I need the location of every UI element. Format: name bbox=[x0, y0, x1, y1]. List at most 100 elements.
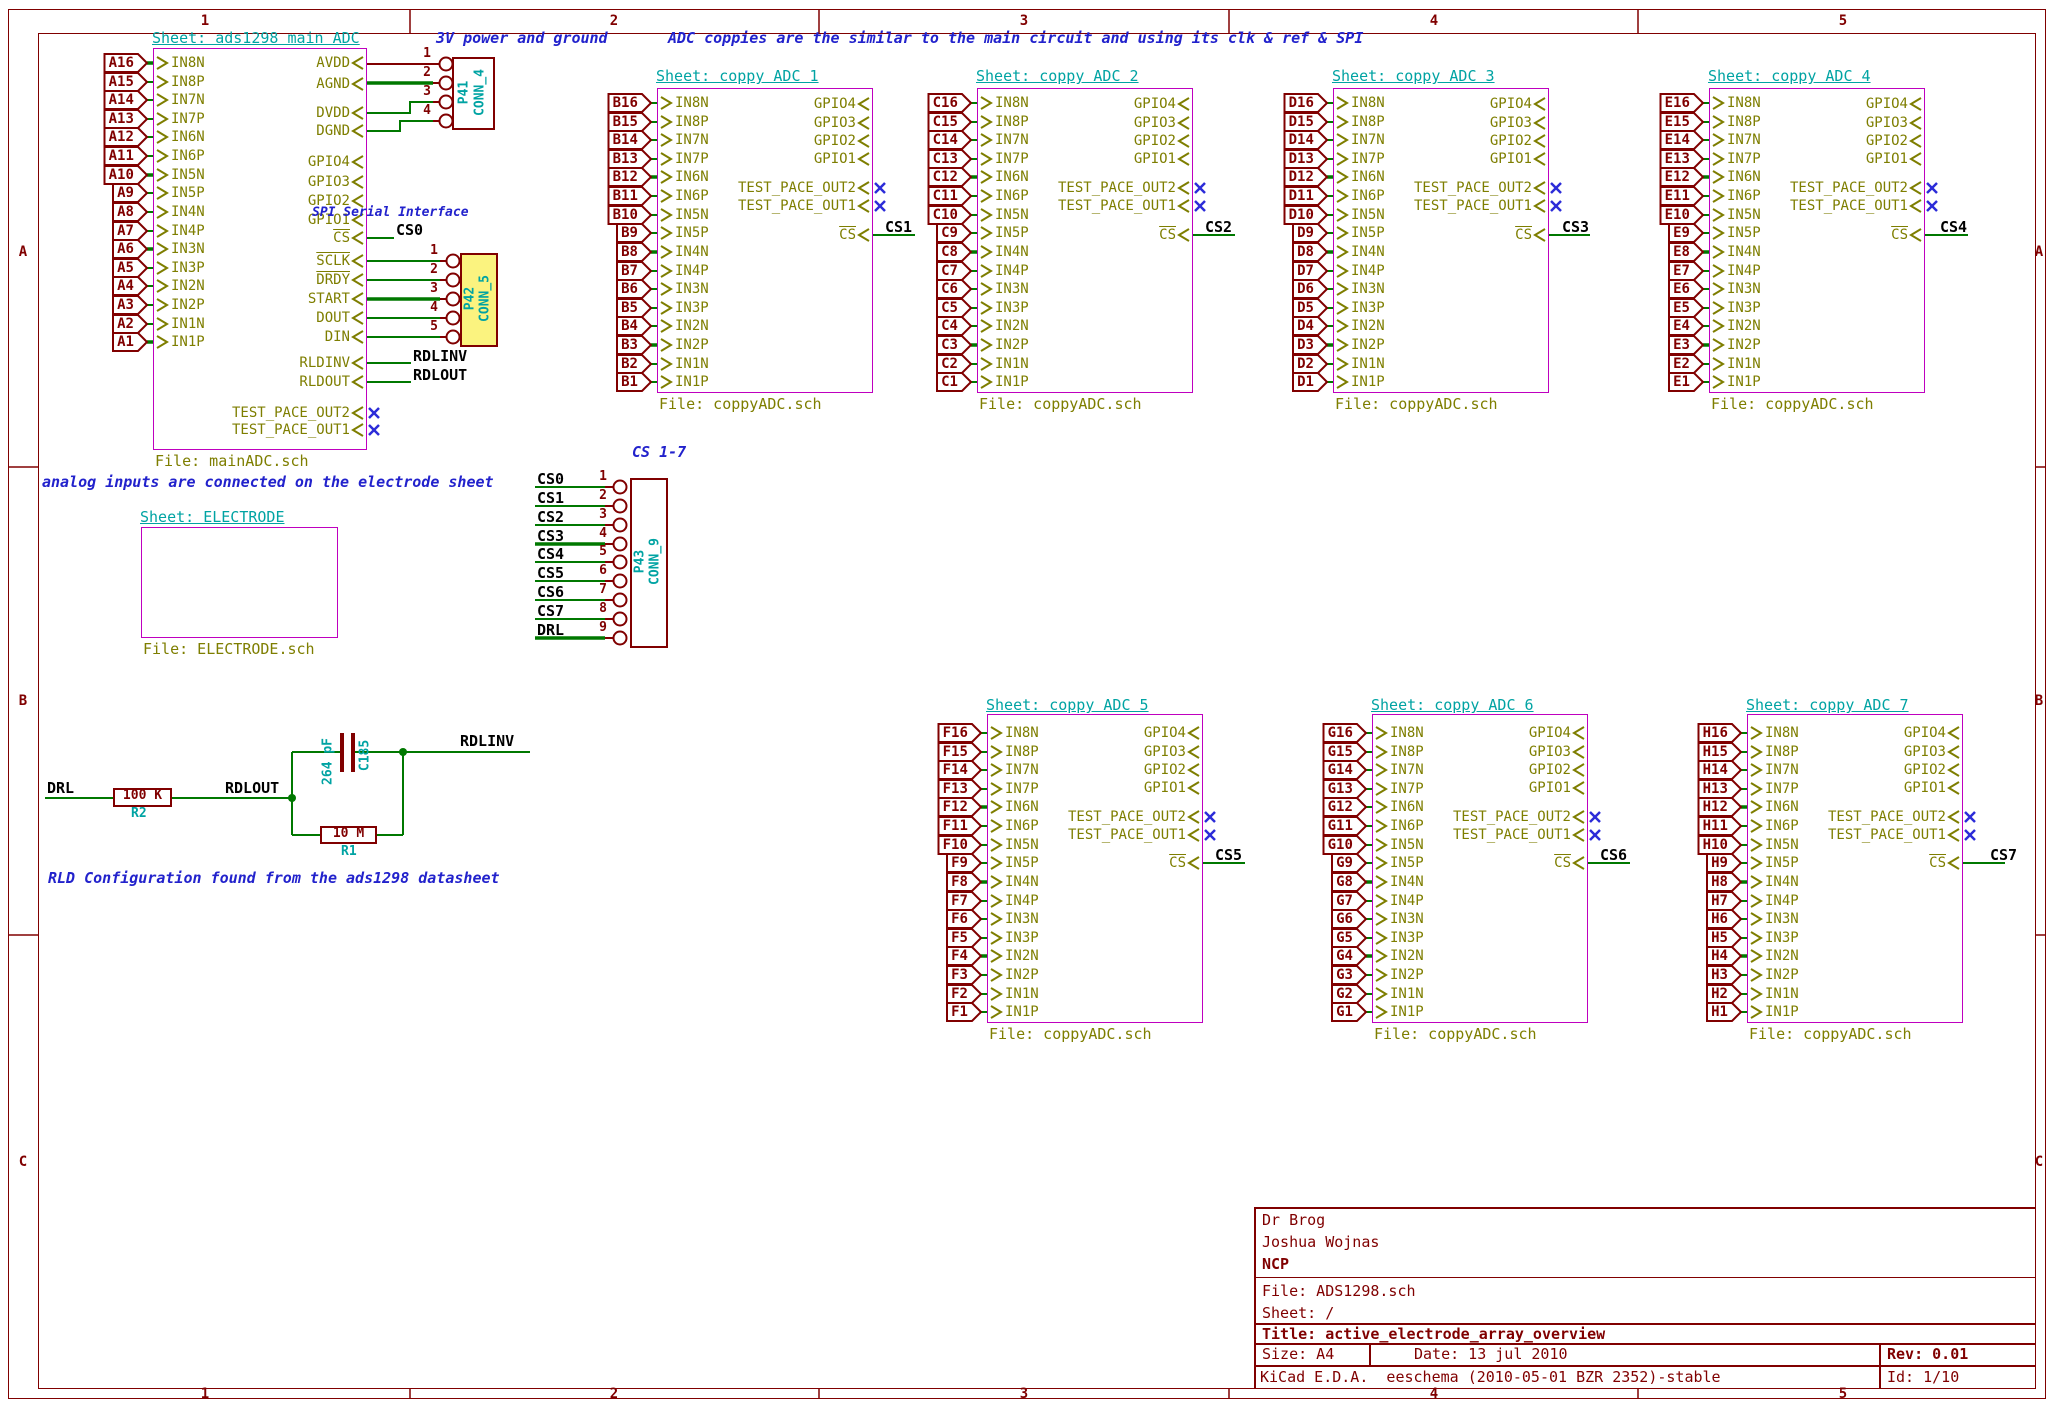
net-label-DRL[interactable]: DRL bbox=[537, 621, 565, 639]
hier-label-H12[interactable]: H12 bbox=[1702, 799, 1728, 815]
hier-label-H9[interactable]: H9 bbox=[1711, 855, 1728, 871]
net-label-RDLOUT[interactable]: RDLOUT bbox=[413, 366, 468, 384]
hier-label-A2[interactable]: A2 bbox=[117, 316, 134, 332]
hier-label-B8[interactable]: B8 bbox=[621, 244, 638, 260]
net-label-CS7[interactable]: CS7 bbox=[537, 602, 565, 620]
hier-label-E13[interactable]: E13 bbox=[1664, 151, 1690, 167]
hier-label-E3[interactable]: E3 bbox=[1673, 337, 1690, 353]
hier-label-A3[interactable]: A3 bbox=[117, 297, 134, 313]
net-label-CS4[interactable]: CS4 bbox=[1940, 218, 1968, 236]
sheet-copy-adc-7[interactable] bbox=[1747, 714, 1963, 1023]
net-label-CS5[interactable]: CS5 bbox=[537, 564, 565, 582]
hier-label-G8[interactable]: G8 bbox=[1336, 874, 1353, 890]
hier-label-F13[interactable]: F13 bbox=[942, 781, 968, 797]
connector-P43[interactable] bbox=[630, 478, 668, 648]
net-label-CS6[interactable]: CS6 bbox=[537, 583, 565, 601]
net-label-CS2[interactable]: CS2 bbox=[1205, 218, 1233, 236]
net-label-CS4[interactable]: CS4 bbox=[537, 545, 565, 563]
connector-P42[interactable] bbox=[460, 253, 498, 347]
hier-label-A8[interactable]: A8 bbox=[117, 204, 134, 220]
hier-label-H8[interactable]: H8 bbox=[1711, 874, 1728, 890]
hier-label-F12[interactable]: F12 bbox=[942, 799, 968, 815]
sheet-copy-adc-2[interactable] bbox=[977, 88, 1193, 393]
hier-label-C1[interactable]: C1 bbox=[941, 374, 958, 390]
hier-label-A13[interactable]: A13 bbox=[108, 111, 134, 127]
hier-label-G1[interactable]: G1 bbox=[1336, 1004, 1353, 1020]
net-label-CS3[interactable]: CS3 bbox=[537, 527, 565, 545]
hier-label-G7[interactable]: G7 bbox=[1336, 893, 1353, 909]
hier-label-F8[interactable]: F8 bbox=[951, 874, 968, 890]
hier-label-D1[interactable]: D1 bbox=[1297, 374, 1314, 390]
hier-label-C6[interactable]: C6 bbox=[941, 281, 958, 297]
hier-label-B2[interactable]: B2 bbox=[621, 356, 638, 372]
hier-label-F9[interactable]: F9 bbox=[951, 855, 968, 871]
hier-label-D10[interactable]: D10 bbox=[1288, 207, 1314, 223]
connector-P41[interactable] bbox=[452, 57, 495, 130]
hier-label-C11[interactable]: C11 bbox=[932, 188, 958, 204]
net-label-CS3[interactable]: CS3 bbox=[1562, 218, 1590, 236]
hier-label-H4[interactable]: H4 bbox=[1711, 948, 1728, 964]
hier-label-E6[interactable]: E6 bbox=[1673, 281, 1690, 297]
hier-label-G13[interactable]: G13 bbox=[1327, 781, 1353, 797]
hier-label-F7[interactable]: F7 bbox=[951, 893, 968, 909]
hier-label-D3[interactable]: D3 bbox=[1297, 337, 1314, 353]
hier-label-G10[interactable]: G10 bbox=[1327, 837, 1353, 853]
hier-label-G16[interactable]: G16 bbox=[1327, 725, 1353, 741]
hier-label-F5[interactable]: F5 bbox=[951, 930, 968, 946]
hier-label-B16[interactable]: B16 bbox=[612, 95, 638, 111]
hier-label-E4[interactable]: E4 bbox=[1673, 318, 1690, 334]
hier-label-H1[interactable]: H1 bbox=[1711, 1004, 1728, 1020]
net-label-CS1[interactable]: CS1 bbox=[537, 489, 565, 507]
hier-label-H6[interactable]: H6 bbox=[1711, 911, 1728, 927]
hier-label-F3[interactable]: F3 bbox=[951, 967, 968, 983]
hier-label-E15[interactable]: E15 bbox=[1664, 114, 1690, 130]
hier-label-A4[interactable]: A4 bbox=[117, 278, 134, 294]
hier-label-F4[interactable]: F4 bbox=[951, 948, 968, 964]
hier-label-C3[interactable]: C3 bbox=[941, 337, 958, 353]
sheet-copy-adc-6[interactable] bbox=[1372, 714, 1588, 1023]
hier-label-E8[interactable]: E8 bbox=[1673, 244, 1690, 260]
hier-label-G15[interactable]: G15 bbox=[1327, 744, 1353, 760]
hier-label-H7[interactable]: H7 bbox=[1711, 893, 1728, 909]
hier-label-D14[interactable]: D14 bbox=[1288, 132, 1314, 148]
hier-label-C13[interactable]: C13 bbox=[932, 151, 958, 167]
hier-label-E1[interactable]: E1 bbox=[1673, 374, 1690, 390]
hier-label-C2[interactable]: C2 bbox=[941, 356, 958, 372]
hier-label-E16[interactable]: E16 bbox=[1664, 95, 1690, 111]
hier-label-H15[interactable]: H15 bbox=[1702, 744, 1728, 760]
hier-label-H2[interactable]: H2 bbox=[1711, 986, 1728, 1002]
sheet-copy-adc-4[interactable] bbox=[1709, 88, 1925, 393]
hier-label-A1[interactable]: A1 bbox=[117, 334, 134, 350]
hier-label-G2[interactable]: G2 bbox=[1336, 986, 1353, 1002]
hier-label-B3[interactable]: B3 bbox=[621, 337, 638, 353]
hier-label-G6[interactable]: G6 bbox=[1336, 911, 1353, 927]
sheet-electrode[interactable] bbox=[141, 527, 338, 638]
hier-label-A7[interactable]: A7 bbox=[117, 223, 134, 239]
hier-label-E7[interactable]: E7 bbox=[1673, 263, 1690, 279]
resistor-R2[interactable] bbox=[113, 788, 172, 807]
sheet-copy-adc-3[interactable] bbox=[1333, 88, 1549, 393]
hier-label-A16[interactable]: A16 bbox=[108, 55, 134, 71]
hier-label-A11[interactable]: A11 bbox=[108, 148, 134, 164]
net-label-RDLINV[interactable]: RDLINV bbox=[460, 732, 515, 750]
hier-label-A9[interactable]: A9 bbox=[117, 185, 134, 201]
hier-label-C12[interactable]: C12 bbox=[932, 169, 958, 185]
hier-label-B12[interactable]: B12 bbox=[612, 169, 638, 185]
hier-label-C16[interactable]: C16 bbox=[932, 95, 958, 111]
hier-label-D5[interactable]: D5 bbox=[1297, 300, 1314, 316]
net-label-CS0[interactable]: CS0 bbox=[396, 221, 424, 239]
hier-label-A15[interactable]: A15 bbox=[108, 74, 134, 90]
hier-label-F6[interactable]: F6 bbox=[951, 911, 968, 927]
hier-label-E5[interactable]: E5 bbox=[1673, 300, 1690, 316]
hier-label-D16[interactable]: D16 bbox=[1288, 95, 1314, 111]
hier-label-E9[interactable]: E9 bbox=[1673, 225, 1690, 241]
net-label-RDLOUT[interactable]: RDLOUT bbox=[225, 779, 280, 797]
hier-label-B7[interactable]: B7 bbox=[621, 263, 638, 279]
hier-label-H16[interactable]: H16 bbox=[1702, 725, 1728, 741]
hier-label-G12[interactable]: G12 bbox=[1327, 799, 1353, 815]
hier-label-F10[interactable]: F10 bbox=[942, 837, 968, 853]
net-label-DRL[interactable]: DRL bbox=[47, 779, 75, 797]
hier-label-D6[interactable]: D6 bbox=[1297, 281, 1314, 297]
hier-label-E12[interactable]: E12 bbox=[1664, 169, 1690, 185]
net-label-CS2[interactable]: CS2 bbox=[537, 508, 565, 526]
